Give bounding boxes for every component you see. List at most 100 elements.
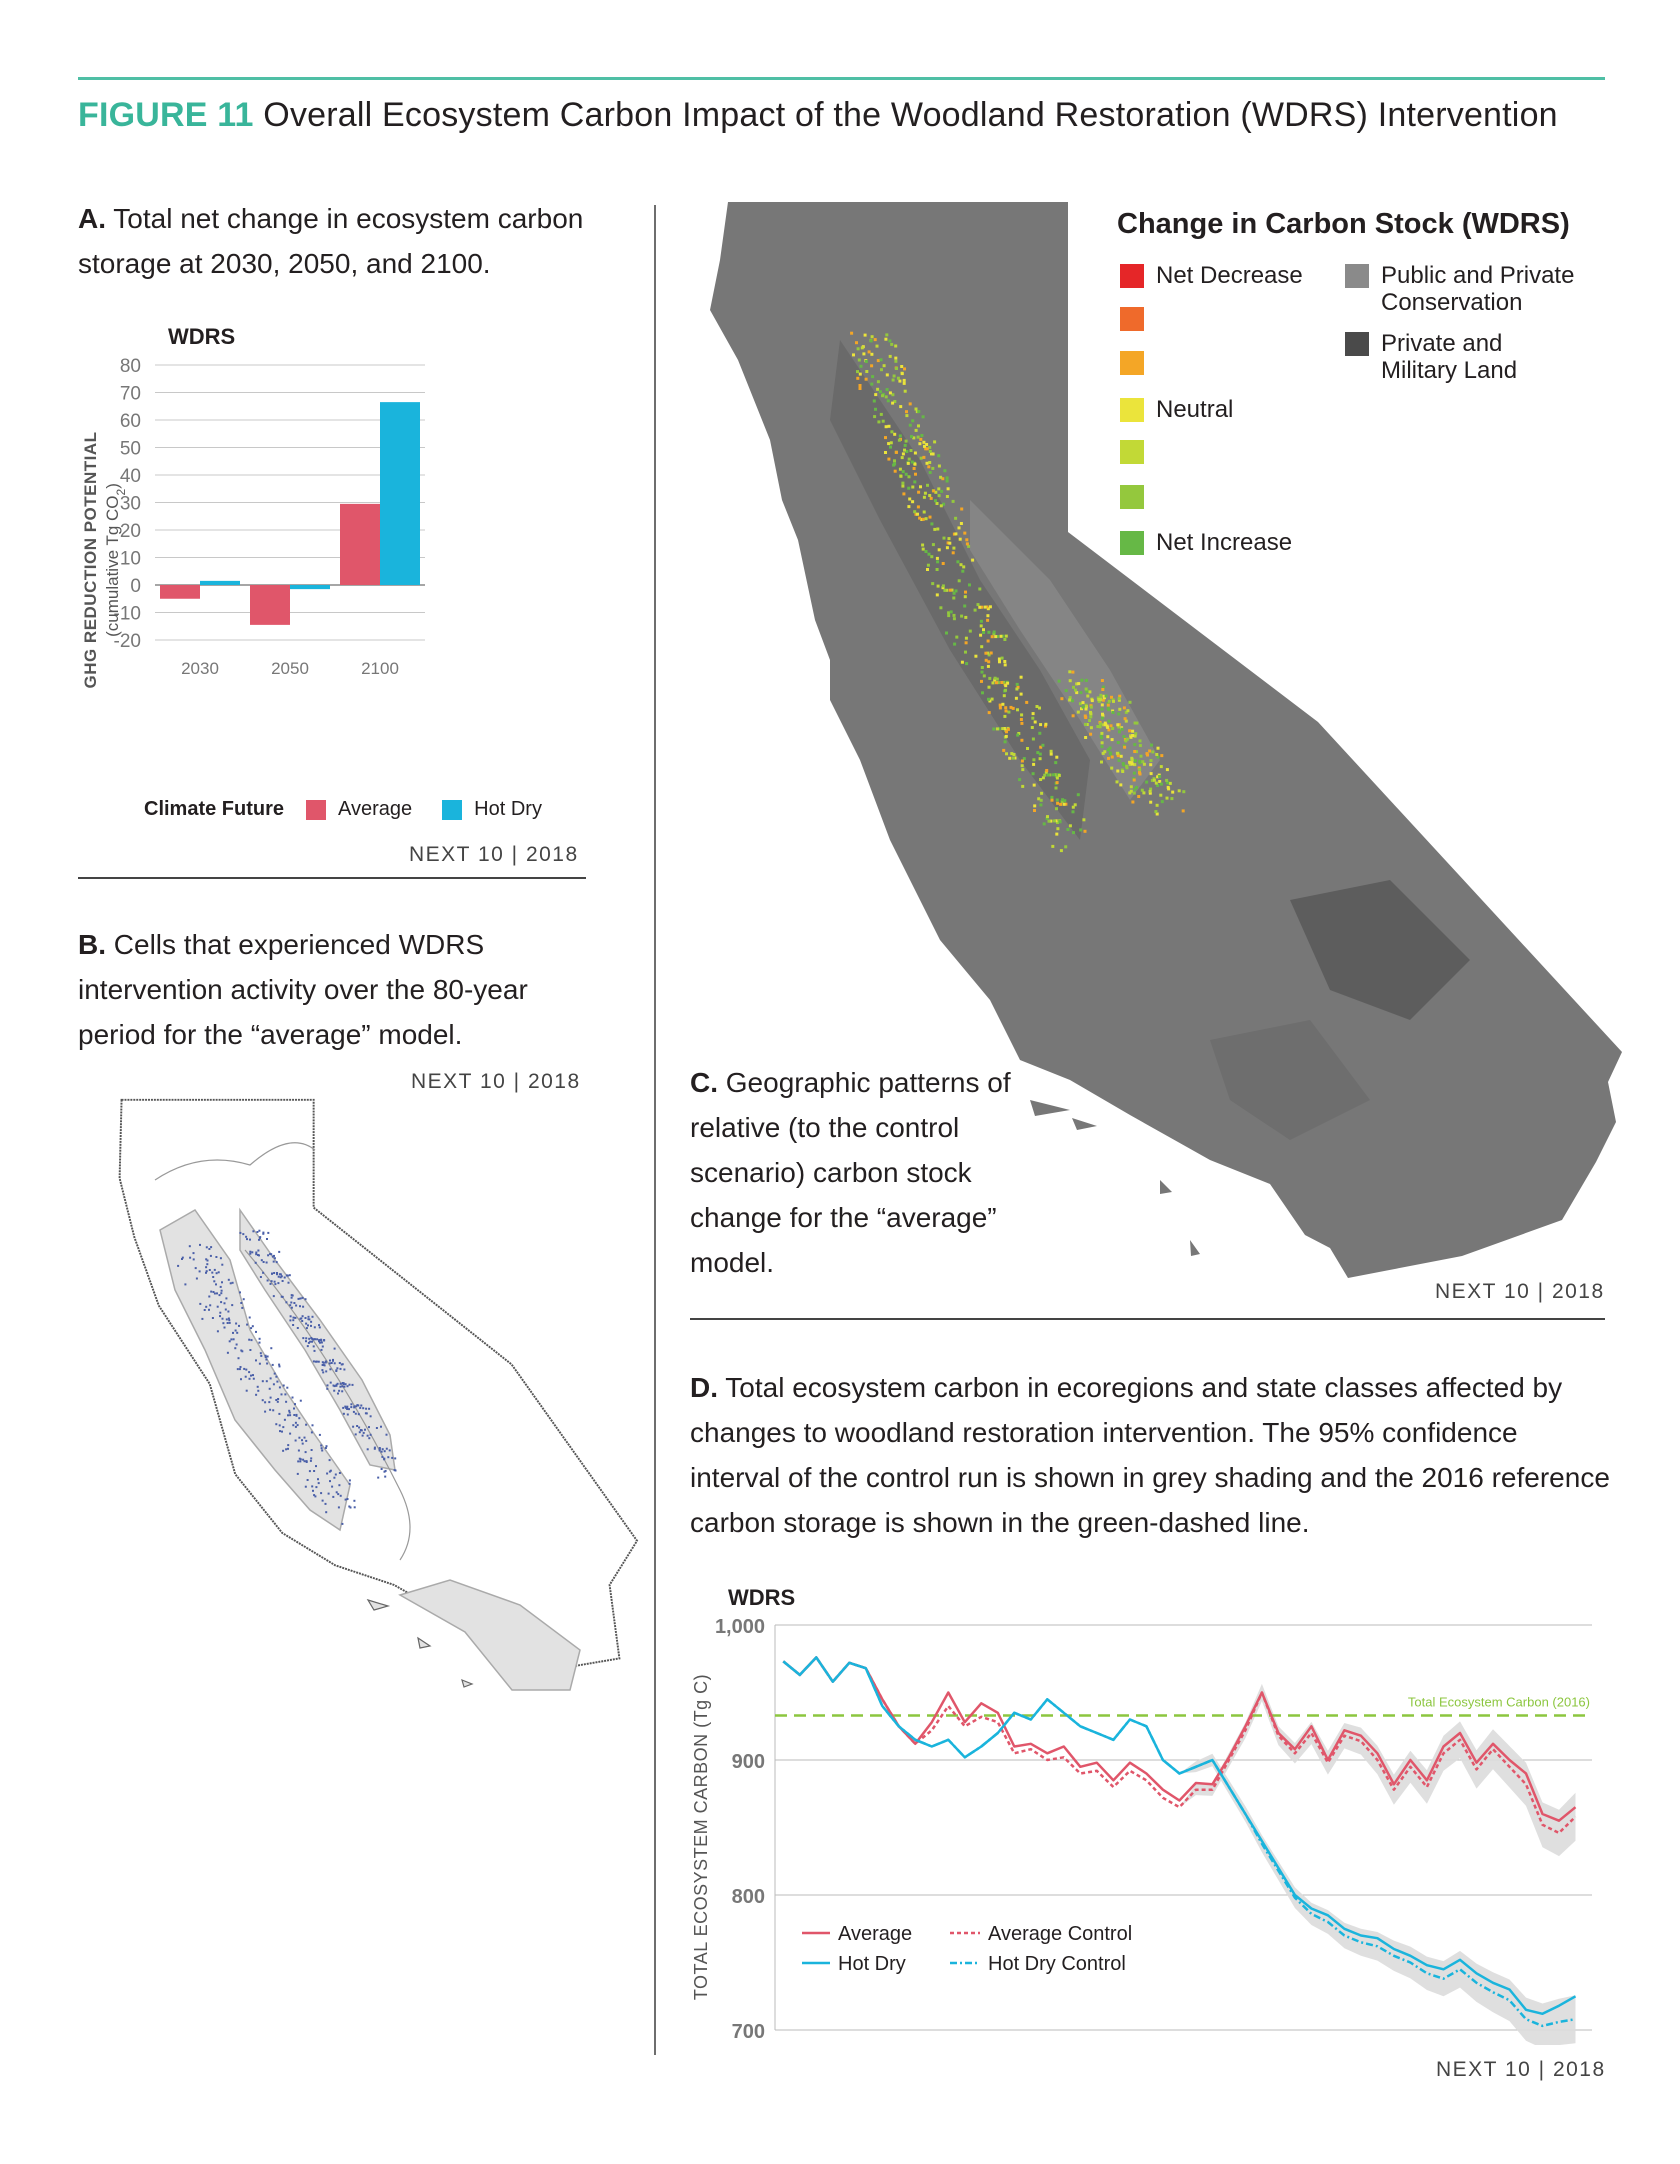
carbon-cell: [928, 445, 932, 449]
intervention-cell: [282, 1449, 285, 1452]
intervention-cell: [215, 1283, 217, 1286]
carbon-cell: [1107, 756, 1110, 760]
carbon-cell: [856, 376, 860, 380]
intervention-cell: [334, 1473, 337, 1476]
intervention-cell: [267, 1231, 270, 1234]
carbon-cell: [1026, 747, 1029, 750]
carbon-cell: [960, 614, 964, 618]
carbon-cell: [879, 412, 883, 416]
carbon-cell: [1138, 739, 1142, 743]
intervention-cell: [273, 1372, 276, 1375]
intervention-cell: [205, 1258, 208, 1261]
legend-land-item: Public and Private Conservation: [1345, 262, 1581, 316]
carbon-cell: [928, 450, 932, 453]
carbon-cell: [1055, 781, 1059, 785]
intervention-cell: [332, 1358, 334, 1361]
carbon-cell: [1155, 812, 1159, 816]
carbon-cell: [1139, 754, 1143, 758]
carbon-cell: [1003, 682, 1007, 686]
figure-title: FIGURE 11 Overall Ecosystem Carbon Impac…: [78, 96, 1558, 135]
carbon-cell: [1101, 688, 1105, 691]
carbon-cell: [1084, 722, 1087, 726]
carbon-cell: [1031, 772, 1035, 776]
intervention-cell: [368, 1437, 371, 1440]
carbon-cell: [877, 420, 881, 424]
carbon-cell: [1006, 727, 1010, 731]
intervention-cell: [278, 1273, 281, 1276]
carbon-cell: [899, 474, 903, 478]
intervention-cell: [230, 1338, 233, 1341]
carbon-cell: [1107, 728, 1111, 732]
intervention-cell: [351, 1383, 354, 1386]
carbon-cell: [905, 410, 908, 414]
carbon-cell: [1117, 725, 1121, 729]
intervention-cell: [358, 1426, 361, 1429]
intervention-cell: [212, 1291, 215, 1293]
carbon-cell: [1099, 722, 1102, 726]
carbon-cell: [987, 697, 990, 701]
carbon-cell: [998, 660, 1001, 664]
carbon-cell: [1100, 731, 1104, 735]
carbon-cell: [1129, 785, 1133, 789]
carbon-cell: [1111, 727, 1115, 730]
carbon-cell: [894, 344, 898, 348]
channel-islands: [366, 1598, 474, 1688]
intervention-cell: [315, 1360, 318, 1363]
panel-b-caption-text: Cells that experienced WDRS intervention…: [78, 929, 528, 1050]
carbon-cell: [1071, 714, 1075, 718]
intervention-cell: [289, 1304, 292, 1307]
intervention-cell: [289, 1432, 292, 1435]
intervention-cell: [381, 1448, 384, 1451]
carbon-cell: [876, 359, 880, 363]
intervention-cell: [320, 1492, 323, 1495]
intervention-cell: [278, 1424, 281, 1427]
carbon-cell: [996, 635, 999, 638]
carbon-cell: [1068, 696, 1072, 700]
carbon-cell: [1044, 724, 1047, 728]
carbon-cell: [1156, 775, 1160, 779]
intervention-cell: [283, 1418, 286, 1421]
intervention-cell: [220, 1301, 223, 1304]
carbon-cell: [873, 338, 877, 342]
legend-scale-item: [1120, 306, 1156, 331]
intervention-cell: [353, 1405, 356, 1408]
intervention-cell: [290, 1301, 293, 1304]
intervention-cell: [226, 1322, 229, 1324]
carbon-cell: [876, 387, 880, 391]
intervention-cell: [365, 1412, 368, 1415]
panel-a-caption-text: Total net change in ecosystem carbon sto…: [78, 203, 584, 279]
intervention-cell: [258, 1341, 261, 1344]
carbon-cell: [1100, 679, 1104, 682]
carbon-cell: [881, 419, 885, 423]
intervention-cell: [393, 1469, 396, 1472]
carbon-cell: [1111, 711, 1115, 714]
carbon-cell: [1096, 725, 1100, 728]
panel-b-letter: B.: [78, 929, 106, 960]
carbon-cell: [1076, 710, 1080, 714]
carbon-cell: [1011, 706, 1015, 710]
carbon-cell: [1001, 702, 1005, 706]
intervention-cell: [346, 1498, 349, 1500]
carbon-cell: [979, 619, 983, 623]
intervention-cell: [215, 1272, 218, 1275]
carbon-cell: [995, 677, 999, 681]
intervention-cell: [369, 1415, 372, 1418]
intervention-cell: [285, 1448, 288, 1451]
carbon-cell: [971, 558, 975, 562]
intervention-cell: [232, 1331, 234, 1334]
intervention-cell: [209, 1304, 212, 1307]
carbon-cell: [1133, 750, 1137, 753]
intervention-cell: [353, 1499, 356, 1502]
intervention-cell: [268, 1387, 271, 1390]
carbon-cell: [929, 496, 933, 500]
intervention-cell: [337, 1392, 339, 1395]
intervention-cell: [324, 1502, 327, 1505]
carbon-cell: [1109, 724, 1113, 728]
carbon-cell: [1002, 748, 1006, 752]
carbon-cell: [886, 399, 890, 403]
carbon-cell: [996, 681, 1000, 685]
intervention-cell: [222, 1322, 225, 1325]
carbon-cell: [857, 358, 861, 362]
carbon-cell: [1038, 752, 1042, 756]
intervention-cell: [306, 1345, 309, 1348]
